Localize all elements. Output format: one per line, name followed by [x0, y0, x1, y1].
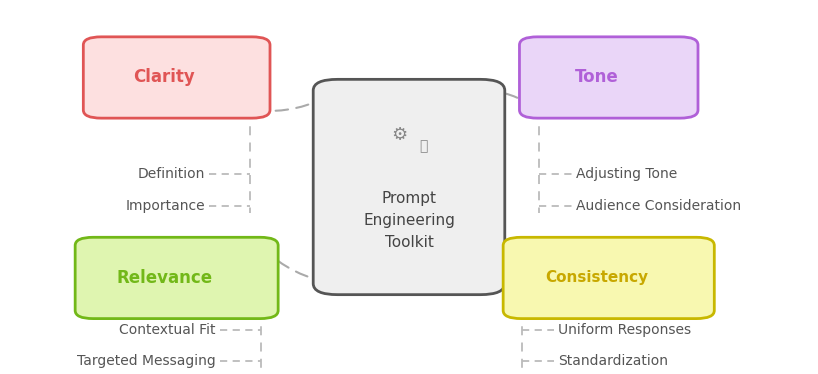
Text: ⚙: ⚙: [391, 126, 407, 144]
Text: Importance: Importance: [126, 199, 205, 212]
Text: Audience Consideration: Audience Consideration: [576, 199, 741, 212]
Text: Prompt
Engineering
Toolkit: Prompt Engineering Toolkit: [363, 191, 455, 250]
Text: Contextual Fit: Contextual Fit: [119, 323, 216, 337]
Text: Relevance: Relevance: [116, 269, 213, 287]
Text: Uniform Responses: Uniform Responses: [558, 323, 691, 337]
FancyBboxPatch shape: [503, 237, 714, 319]
Text: Clarity: Clarity: [133, 68, 196, 86]
Text: Targeted Messaging: Targeted Messaging: [77, 355, 216, 368]
Text: Adjusting Tone: Adjusting Tone: [576, 167, 677, 181]
FancyBboxPatch shape: [75, 237, 278, 319]
Text: 🔎: 🔎: [420, 139, 428, 153]
FancyBboxPatch shape: [313, 79, 505, 295]
Text: Standardization: Standardization: [558, 355, 668, 368]
FancyBboxPatch shape: [519, 37, 698, 118]
Text: Definition: Definition: [137, 167, 205, 181]
Text: Consistency: Consistency: [545, 270, 648, 285]
FancyBboxPatch shape: [83, 37, 270, 118]
Text: Tone: Tone: [574, 68, 618, 86]
